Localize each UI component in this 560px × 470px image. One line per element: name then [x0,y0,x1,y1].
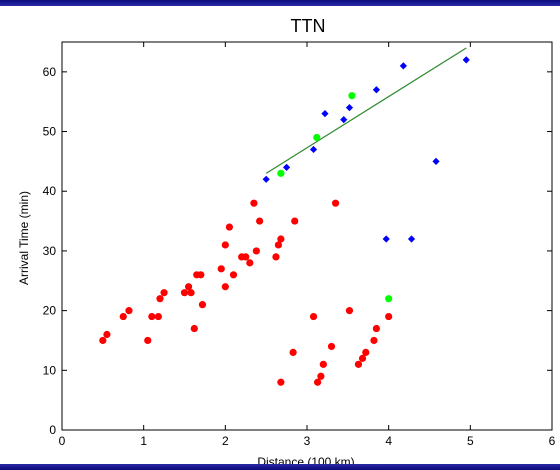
data-point-red [277,235,285,243]
data-point-red [103,330,111,339]
data-point-red [160,289,168,297]
data-point-blue [382,235,390,243]
x-tick-label: 0 [59,434,66,448]
data-point-red [217,265,225,273]
data-point-blue [432,157,440,165]
data-point-red [256,217,264,225]
chart-title: TTN [291,16,326,36]
x-tick-label: 6 [549,434,556,448]
data-point-blue [309,145,318,154]
data-point-red [156,295,164,303]
data-point-red [385,312,393,321]
y-tick-label: 30 [43,244,57,258]
data-point-red [314,378,322,386]
data-point-blue [345,104,354,112]
data-point-red [190,324,198,333]
data-point-red [345,307,354,315]
data-point-red [309,312,318,321]
data-point-red [372,324,381,333]
data-point-blue [399,62,407,70]
y-tick-label: 10 [43,363,57,377]
data-point-red [144,336,152,345]
y-axis-label: Arrival Time (min) [17,191,31,285]
y-tick-label: 40 [43,184,57,198]
top-border-bar [0,0,560,6]
data-point-blue [372,86,381,94]
y-tick-label: 50 [43,125,57,139]
data-point-red [354,360,363,368]
data-point-red [187,289,195,297]
data-point-red [225,223,234,231]
data-point-green [277,169,285,177]
data-point-red [250,199,258,207]
data-point-green [385,295,393,303]
x-tick-label: 1 [140,434,147,448]
data-point-red [274,241,283,249]
data-point-red [221,241,229,249]
data-point-blue [407,235,416,243]
data-point-blue [282,163,291,171]
data-point-red [242,253,250,261]
data-point-red [180,289,189,297]
data-point-red [154,312,162,321]
fit-line-group [265,47,467,174]
y-tick-label: 60 [43,65,57,79]
fit-line [265,47,467,174]
data-point-red [362,348,370,356]
data-point-red [99,336,107,345]
data-point-red [317,372,325,380]
data-point-red [370,336,378,345]
data-point-red [221,283,229,291]
data-point-green [313,133,321,142]
data-point-red [198,301,207,309]
data-point-red [119,312,127,321]
data-point-red [184,283,193,291]
data-point-red [291,217,299,225]
x-tick-label: 5 [467,434,474,448]
data-point-green [348,92,356,100]
x-tick-label: 3 [304,434,311,448]
data-point-red [277,378,285,386]
data-point-blue [340,116,348,124]
x-tick-label: 4 [385,434,392,448]
data-point-red [327,342,336,351]
data-point-red [148,312,156,321]
data-point-blue [462,56,470,64]
data-point-blue [262,175,270,183]
data-point-red [229,271,238,279]
data-point-red [246,259,254,267]
data-point-red [197,271,205,279]
y-tick-label: 20 [43,304,57,318]
data-point-red [125,307,133,315]
y-tick-label: 0 [49,423,56,437]
data-point-blue [321,110,329,118]
data-point-red [319,360,327,368]
data-point-red [272,253,280,261]
plot-frame [61,41,553,431]
data-point-red [358,354,367,362]
data-points-group [99,56,470,386]
data-point-red [252,247,260,255]
data-point-red [289,348,297,356]
data-point-red [331,199,340,207]
x-tick-label: 2 [222,434,229,448]
bottom-border-bar [0,464,560,470]
